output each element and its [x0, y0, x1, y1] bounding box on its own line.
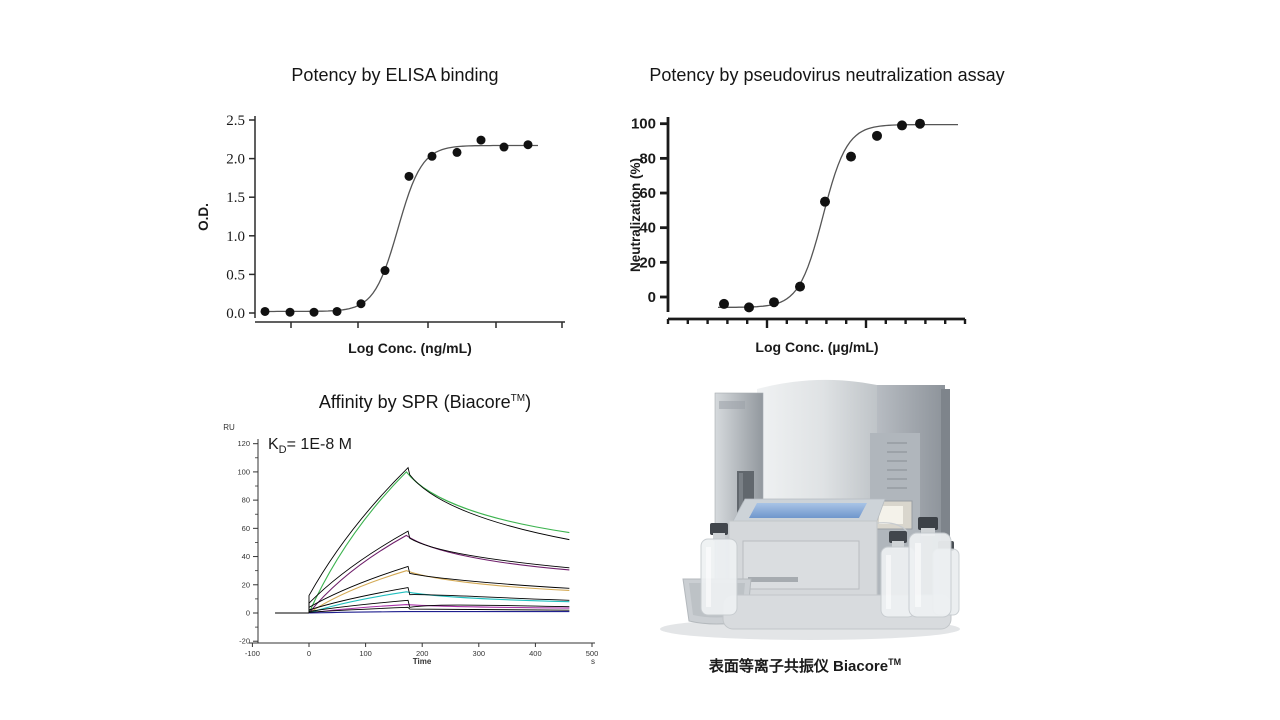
y-tick-label: 0 — [246, 609, 250, 618]
data-point — [499, 142, 509, 152]
spr-title-close: ) — [525, 392, 532, 412]
instrument-display-screen — [879, 506, 903, 524]
x-tick-label: -100 — [245, 649, 260, 658]
y-tick-label: 80 — [242, 496, 250, 505]
data-point — [719, 298, 729, 309]
y-tick-label: 0 — [648, 289, 656, 306]
fit-line-conc-6 — [308, 606, 570, 613]
y-axis-title: Neutralization (%) — [628, 158, 643, 272]
y-axis-title: O.D. — [196, 203, 211, 231]
neutralization-chart: 0 20 40 60 80 100 Neutralization (%) Log Conc. … — [628, 116, 967, 355]
data-point — [260, 306, 270, 316]
y-tick-label: 20 — [639, 254, 656, 271]
ru-unit-label: RU — [223, 423, 235, 432]
data-point — [380, 266, 390, 276]
spr-chart-title: Affinity by SPR (BiacoreTM) — [215, 392, 635, 413]
series-line-conc-3 — [308, 570, 570, 614]
data-point — [846, 151, 856, 162]
y-tick-label: 120 — [237, 439, 250, 448]
instrument-caption-text: 表面等离子共振仪 Biacore — [708, 658, 889, 675]
instrument-model-label — [719, 401, 745, 409]
data-point — [897, 120, 907, 131]
y-tick-label: 40 — [639, 220, 656, 237]
y-tick-label: 2.5 — [226, 113, 245, 129]
fit-line-conc-3 — [308, 565, 570, 613]
instrument-bottle-right-1 — [880, 531, 916, 618]
data-point — [285, 307, 295, 317]
time-axis-label: Time — [413, 657, 432, 666]
x-tick-label: 400 — [529, 649, 542, 658]
series-line-conc-2 — [308, 534, 570, 614]
data-point — [452, 147, 462, 157]
data-point — [523, 140, 533, 150]
x-tick-label: 0 — [307, 649, 311, 658]
instrument-vent-lines — [887, 442, 907, 489]
instrument-tubing — [876, 522, 908, 532]
spr-title-text: Affinity by SPR (Biacore — [318, 392, 511, 412]
instrument-sample-glass — [749, 503, 867, 518]
data-point — [744, 302, 754, 313]
fit-line-conc-1-highest — [308, 466, 570, 613]
x-axis-title: Log Conc. (µg/mL) — [755, 339, 878, 355]
kd-symbol: K — [268, 436, 279, 453]
x-tick-label: 100 — [359, 649, 372, 658]
kd-value: = 1E-8 M — [286, 436, 352, 453]
y-tick-label: 60 — [242, 524, 250, 533]
sigmoid-fit-curve — [265, 144, 538, 313]
instrument-drawer-handle — [748, 577, 798, 582]
y-tick-label: 100 — [237, 467, 250, 476]
spr-sensorgram-chart: -20 0 20 40 60 80 100 120 -100 0 100 200 300 400 500 RU… — [223, 423, 599, 666]
data-point — [356, 299, 366, 309]
elisa-chart: 0.0 0.5 1.0 1.5 2.0 2.5 O.D. Log Conc. (ng/mL) — [196, 113, 565, 356]
x-axis-title: Log Conc. (ng/mL) — [348, 340, 472, 356]
caption-trademark-superscript: TM — [888, 657, 902, 667]
data-point — [795, 281, 805, 292]
y-tick-label: 1.0 — [226, 229, 245, 245]
series-line-conc-6 — [308, 611, 570, 614]
y-tick-label: 60 — [639, 185, 656, 202]
biacore-instrument-photo — [660, 379, 960, 640]
sigmoid-fit-curve — [718, 123, 958, 309]
y-tick-label: 0.0 — [226, 306, 245, 322]
data-point — [404, 171, 414, 181]
neutralization-chart-title: Potency by pseudovirus neutralization as… — [649, 65, 1005, 85]
y-tick-label: 20 — [242, 580, 250, 589]
series-line-conc-1-highest — [308, 471, 570, 614]
data-point — [872, 130, 882, 141]
x-tick-label: 200 — [416, 649, 429, 658]
data-point — [769, 297, 779, 308]
instrument-caption: 表面等离子共振仪 BiacoreTM — [645, 655, 965, 676]
data-point — [476, 135, 486, 145]
y-tick-label: 0.5 — [226, 267, 245, 283]
kd-annotation: KD= 1E-8 M — [268, 436, 352, 456]
instrument-bottle-right-2 — [908, 517, 952, 618]
x-tick-label: 300 — [473, 649, 486, 658]
data-point — [332, 306, 342, 316]
y-tick-label: 2.0 — [226, 152, 245, 168]
fit-line-conc-2 — [308, 530, 570, 613]
y-tick-label: 100 — [631, 116, 656, 133]
x-tick-label: 500 — [586, 649, 599, 658]
fit-line-conc-5 — [308, 599, 570, 613]
kd-subscript: D — [278, 444, 287, 457]
y-tick-label: 40 — [242, 552, 250, 561]
data-point — [309, 307, 319, 317]
data-point — [915, 118, 925, 129]
y-tick-label: -20 — [239, 637, 250, 646]
y-tick-label: 80 — [639, 150, 656, 167]
fit-line-conc-4 — [308, 587, 570, 613]
trademark-superscript: TM — [510, 393, 526, 404]
data-point — [427, 151, 437, 161]
seconds-unit-label: s — [591, 657, 595, 666]
instrument-slot-highlight — [739, 473, 743, 521]
instrument-bottle-left — [700, 523, 738, 616]
y-tick-label: 1.5 — [226, 190, 245, 206]
instrument-right-edge — [941, 389, 950, 611]
elisa-chart-title: Potency by ELISA binding — [291, 65, 499, 85]
data-point — [820, 196, 830, 207]
